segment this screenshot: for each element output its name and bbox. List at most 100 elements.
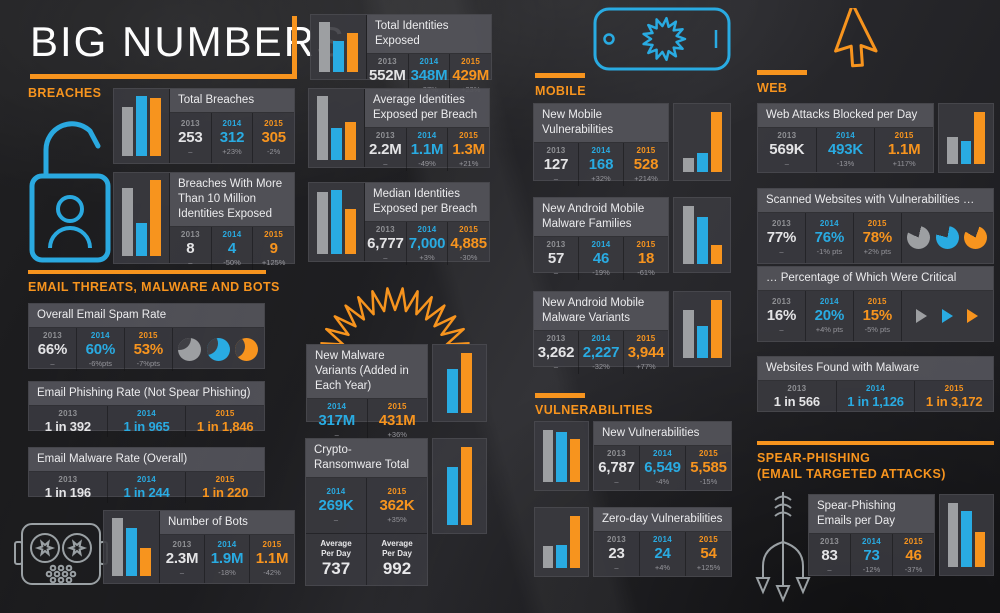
stat-value: 23 [608, 545, 625, 563]
year-label: 2015 [699, 449, 718, 459]
year-label: 2014 [836, 131, 855, 141]
stat-value: 24 [654, 545, 671, 563]
bar-blue [556, 545, 567, 568]
year-label: 2015 [387, 401, 407, 411]
pie-icons [900, 212, 993, 263]
stat-col-2014: 2014 317M – [307, 399, 367, 442]
card-title: Scanned Websites with Vulnerabilities … [758, 189, 993, 213]
stat-columns: 2013 6,777–2014 7,000 +3% 2015 4,885 -30% [365, 221, 489, 265]
avg-value: 737 [321, 559, 351, 579]
stat-col-2013: 2013 2.2M – [365, 128, 406, 171]
card-malware-rate: Email Malware Rate (Overall) 2013 1 in 19… [28, 447, 265, 503]
moon-icon-orange [235, 337, 259, 361]
card-title: Number of Bots [160, 511, 294, 535]
stat-columns: 2013 1 in 196 2014 1 in 244 2015 1 in 220 [29, 471, 264, 503]
stat-col-2014: 2014 76% -1% pts [804, 212, 853, 263]
year-label: 2014 [137, 408, 156, 418]
stat-value: 15% [862, 307, 893, 325]
stat-col-2013: 2013 66% – [29, 328, 76, 371]
title-frame-right [292, 16, 297, 79]
stat-columns: 2013 8–2014 4 -50% 2015 9 +125% [170, 226, 294, 270]
stat-value: 253 [178, 129, 203, 147]
stat-col-2013: 2013 3,262– [534, 331, 578, 374]
stat-value: 73 [863, 546, 880, 564]
stat-value: 57 [547, 249, 565, 267]
year-label: 2013 [377, 56, 397, 66]
stat-col-2013: 2013 23– [594, 532, 639, 576]
year-label: 2015 [867, 297, 887, 307]
change-label: -13% [836, 159, 855, 169]
stat-columns: 2013 16% –2014 20% +4% pts 2015 15% -5% pts [758, 290, 901, 341]
page-title: BIG NUMBERS [30, 18, 347, 65]
bar-orange [710, 245, 722, 264]
stat-value: 127 [543, 155, 569, 173]
year-label: 2015 [138, 330, 158, 340]
year-label: 2013 [546, 145, 566, 155]
change-label: +77% [636, 361, 656, 371]
bar-gray [112, 518, 123, 576]
stat-value: 20% [814, 307, 845, 325]
bar-gray [122, 107, 133, 156]
card-title: Email Malware Rate (Overall) [29, 448, 264, 472]
bar-gray [543, 430, 554, 482]
stat-col-2015: 2015 431M +36% [366, 398, 428, 442]
stat-col-2014: 2014 60% -6%pts [75, 327, 124, 371]
year-label: 2014 [327, 401, 347, 411]
card-title: … Percentage of Which Were Critical [758, 267, 993, 291]
year-label: 2013 [771, 219, 791, 229]
bar-chart [114, 89, 170, 163]
bar-blue [556, 432, 567, 482]
change-label: – [333, 515, 339, 525]
bar-blue [960, 140, 972, 164]
stat-value: 1 in 3,172 [925, 393, 983, 409]
avg-per-day-2014: Average Per Day 737 [306, 534, 366, 585]
stat-value: 78% [862, 229, 893, 247]
change-label: +214% [634, 173, 658, 183]
stat-col-2014: 2014 1.1M -49% [405, 127, 448, 171]
year-label: 2013 [58, 408, 78, 418]
bot-icon [14, 523, 108, 585]
stat-value: 77% [766, 229, 797, 247]
bar-blue [447, 368, 458, 413]
change-label: -49% [418, 158, 436, 168]
bar-gray [317, 96, 328, 160]
change-label: – [179, 568, 185, 578]
year-label: 2013 [180, 119, 200, 129]
stat-value: 3,262 [537, 343, 575, 361]
stat-value: 2.2M [369, 140, 402, 158]
bar-gray [317, 191, 328, 254]
card-title: Average Identities Exposed per Breach [365, 89, 489, 128]
stat-value: 305 [261, 129, 286, 147]
orange-rule [757, 70, 807, 75]
change-label: +35% [387, 515, 407, 525]
stat-col-2014: 2014 46 -19% [578, 236, 623, 280]
change-label: +117% [892, 159, 916, 169]
moon-icons [171, 327, 264, 371]
bar-orange [974, 112, 986, 164]
year-label: 2014 [819, 297, 839, 307]
change-label: +125% [261, 257, 286, 267]
stat-col-2014: 2014 1.9M -18% [204, 534, 249, 583]
card-spear-emails: Spear-Phishing Emails per Day 2013 83–201… [808, 494, 935, 577]
year-label: 2013 [180, 229, 200, 239]
year-label: 2014 [866, 383, 885, 393]
stat-value: 60% [85, 340, 116, 358]
cursor-icon [834, 8, 878, 68]
bar-orange [461, 447, 472, 525]
change-label: -30% [459, 252, 478, 262]
year-label: 2015 [636, 239, 656, 249]
avg-value: 992 [382, 559, 412, 579]
stat-col-2015: 2015 54 +125% [685, 531, 731, 576]
change-label: +32% [591, 173, 611, 183]
year-label: 2013 [607, 449, 626, 459]
change-label: +2% pts [863, 247, 891, 257]
year-label: 2013 [787, 383, 807, 393]
stat-col-2014: 2014 2,227 -32% [578, 330, 623, 374]
change-label: +21% [458, 158, 479, 168]
stat-col-2015: 2015 5,585 -15% [685, 445, 731, 490]
stat-value: 6,777 [367, 234, 404, 252]
orange-rule [535, 393, 585, 398]
stat-col-2014: 2014 6,549 -4% [639, 445, 685, 490]
bar-gray [682, 309, 694, 358]
